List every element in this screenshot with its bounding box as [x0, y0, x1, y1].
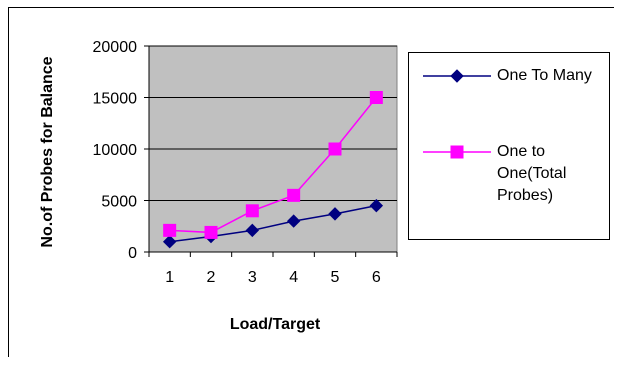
x-tick-label: 3 [248, 269, 257, 286]
y-tick-label: 0 [128, 245, 137, 262]
x-tick-label: 4 [289, 269, 298, 286]
legend-item-one-to-one: One to One(Total Probes) [409, 141, 609, 211]
legend: One To Many One to One(Total Probes) [408, 52, 610, 240]
y-tick-label: 10000 [93, 142, 138, 159]
data-point [163, 223, 177, 237]
y-tick-label: 20000 [93, 39, 138, 56]
legend-label: One(Total [497, 165, 567, 182]
data-point [286, 214, 301, 228]
series-0 [162, 198, 384, 249]
data-point [328, 207, 342, 221]
legend-marker [450, 69, 464, 83]
y-tick-label: 5000 [101, 194, 137, 211]
square-marker-icon [423, 145, 491, 159]
data-point [245, 204, 259, 218]
data-point [328, 142, 342, 156]
chart-frame [8, 7, 614, 357]
data-point [287, 188, 301, 202]
data-point [245, 223, 260, 238]
diamond-marker-icon [423, 69, 491, 83]
x-tick-label: 5 [331, 269, 340, 286]
x-tick-labels: 1 2 3 4 5 6 [165, 269, 381, 286]
x-axis-title: Load/Target [230, 316, 321, 333]
legend-label: One To Many [497, 67, 592, 84]
legend-label: Probes) [497, 187, 554, 204]
x-tick-label: 2 [207, 269, 216, 286]
legend-marker [450, 145, 464, 159]
series-line [169, 97, 377, 234]
x-tick-label: 1 [165, 269, 174, 286]
gridlines [149, 45, 397, 201]
y-axis-title: No.of Probes for Balance [39, 56, 56, 247]
y-tick-label: 15000 [93, 91, 138, 108]
series-group [162, 91, 384, 249]
y-tick-labels: 0 5000 10000 15000 20000 [93, 39, 138, 262]
data-point [204, 225, 218, 239]
legend-label: One to [497, 143, 546, 160]
series-1 [163, 91, 383, 239]
series-line [169, 204, 377, 243]
axes [144, 45, 398, 257]
x-tick-label: 6 [372, 269, 381, 286]
data-point [369, 91, 383, 104]
legend-item-one-to-many: One To Many [409, 65, 609, 91]
data-point [369, 198, 384, 213]
data-point [162, 234, 177, 249]
